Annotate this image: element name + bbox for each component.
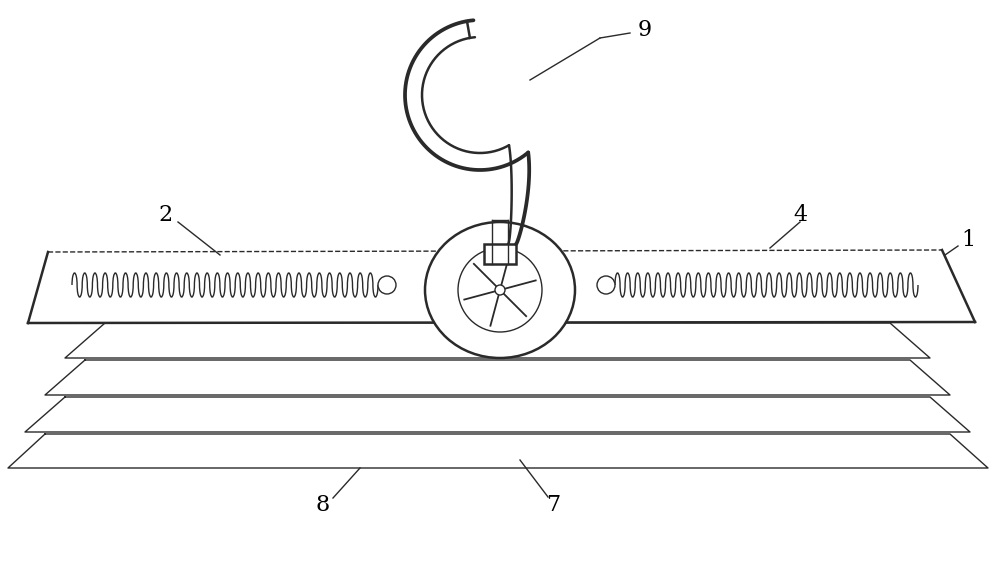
Circle shape xyxy=(597,276,615,294)
Text: 8: 8 xyxy=(316,494,330,516)
Polygon shape xyxy=(45,360,950,395)
Text: 9: 9 xyxy=(638,19,652,41)
Polygon shape xyxy=(65,323,930,358)
Polygon shape xyxy=(25,397,970,432)
Text: 1: 1 xyxy=(961,229,975,251)
Polygon shape xyxy=(8,434,988,468)
Bar xyxy=(484,244,516,264)
Text: 2: 2 xyxy=(158,204,172,226)
Circle shape xyxy=(378,276,396,294)
Text: 7: 7 xyxy=(546,494,560,516)
Text: 4: 4 xyxy=(793,204,807,226)
Circle shape xyxy=(495,285,505,295)
Polygon shape xyxy=(28,250,975,323)
Ellipse shape xyxy=(425,222,575,358)
Circle shape xyxy=(458,248,542,332)
